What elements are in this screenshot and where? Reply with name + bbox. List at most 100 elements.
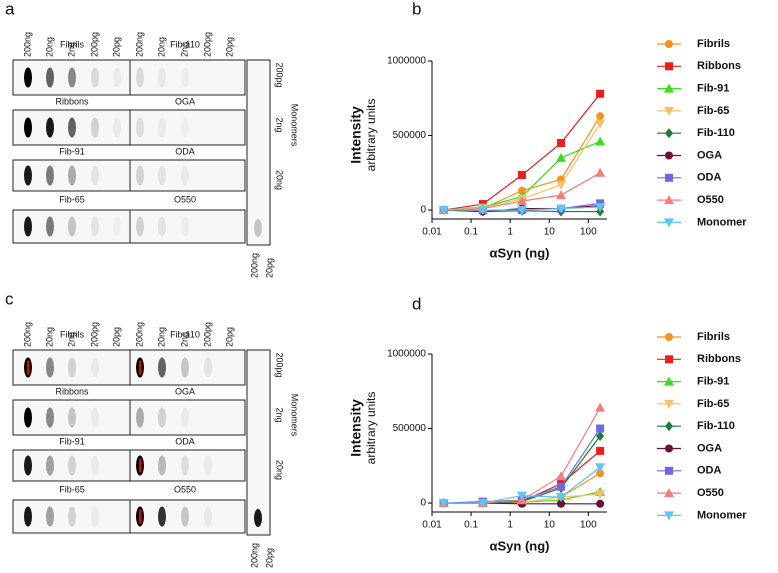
lane-label: 20ng: [156, 37, 166, 57]
y-axis-label: Intensity: [348, 106, 364, 164]
monomer-lane-label: 200pg: [275, 352, 285, 377]
legend-marker: [664, 376, 674, 386]
row-label: Ribbons: [55, 96, 89, 106]
blot-spot: [24, 506, 32, 527]
marker: [557, 482, 566, 491]
marker: [517, 171, 526, 180]
legend-marker: [664, 218, 674, 228]
blot-spot: [24, 455, 32, 476]
row-label: ODA: [175, 436, 195, 446]
legend-marker: [664, 488, 674, 498]
y-axis-label: Intensity: [348, 399, 364, 457]
blot-spot: [46, 117, 54, 138]
lane-label: 20ng: [156, 327, 166, 347]
blot-spot: [46, 216, 54, 237]
legend-label: Ribbons: [697, 353, 741, 365]
lane-label: 20pg: [224, 327, 234, 347]
marker: [595, 119, 606, 129]
y-tick-label: 1000000: [387, 56, 426, 67]
x-tick-label: 0.1: [464, 520, 478, 531]
monomer-label: Monomers: [290, 104, 300, 147]
y-tick-label: 0: [420, 498, 426, 509]
blot-spot: [113, 67, 121, 88]
blot-spot: [46, 67, 54, 88]
row-label: Fibrils: [60, 39, 84, 49]
legend-label: Fib-91: [697, 376, 729, 388]
lane-label: 200ng: [22, 322, 32, 347]
series-line: [443, 407, 601, 504]
row-label: Fib-91: [59, 146, 85, 156]
marker: [596, 499, 605, 508]
blot-box: [12, 499, 246, 534]
lane-label: 200ng: [134, 322, 144, 347]
legend-marker: [664, 399, 674, 409]
blot-spot: [181, 67, 189, 88]
x-tick-label: 10: [544, 520, 556, 531]
blot-spot: [68, 407, 76, 428]
lane-label: 200pg: [89, 32, 99, 57]
blot-spot: [254, 509, 262, 527]
marker: [595, 402, 606, 412]
blot-spot: [68, 506, 76, 527]
legend-marker: [665, 333, 673, 341]
marker: [556, 190, 567, 200]
blot-spot: [68, 216, 76, 237]
legend-label: OGA: [697, 442, 722, 454]
blot-spot: [181, 165, 189, 186]
marker: [595, 490, 606, 500]
blot-spot: [181, 357, 189, 378]
x-axis-label: αSyn (ng): [490, 538, 550, 553]
blot-spot: [136, 67, 144, 88]
panel-label: c: [5, 289, 14, 308]
blot-spot: [91, 506, 99, 527]
blot-spot: [136, 117, 144, 138]
row-label: Fib-65: [59, 194, 85, 204]
y-tick-label: 1000000: [387, 349, 426, 360]
marker: [517, 186, 526, 195]
blot-spot: [46, 455, 54, 476]
legend-marker: [665, 128, 673, 139]
marker: [556, 180, 567, 190]
legend-label: O550: [697, 194, 724, 206]
blot-spot: [181, 506, 189, 527]
lane-label: 20ng: [44, 37, 54, 57]
y-axis-label: arbitrary units: [364, 99, 378, 172]
lane-label: 2ng: [66, 332, 76, 347]
blot-spot: [68, 165, 76, 186]
blot-box: [12, 209, 246, 244]
blot-spot: [158, 67, 166, 88]
row-label: Fib-110: [170, 329, 200, 339]
legend-label: Fib-65: [697, 398, 729, 410]
row-label: Fibrils: [60, 329, 84, 339]
blot-spot: [204, 455, 212, 476]
blot-spot: [158, 165, 166, 186]
blot-spot: [24, 165, 32, 186]
lane-label: 20ng: [44, 327, 54, 347]
x-tick-label: 10: [544, 227, 556, 238]
blot-spot: [91, 216, 99, 237]
blot-spot: [158, 407, 166, 428]
marker: [596, 446, 605, 455]
marker: [438, 206, 449, 216]
marker: [557, 138, 566, 147]
monomer-lane-label: 2ng: [275, 117, 285, 132]
x-tick-label: 0.01: [422, 520, 442, 531]
blot-spot: [46, 506, 54, 527]
blot-spot: [181, 118, 189, 138]
legend-label: O550: [697, 487, 724, 499]
blot-spot: [204, 506, 212, 527]
blot-spot: [181, 455, 189, 476]
row-label: O550: [174, 194, 196, 204]
blot-spot: [158, 506, 166, 527]
legend-marker: [664, 511, 674, 521]
legend-label: Fibrils: [697, 38, 730, 50]
lane-label: 20pg: [224, 37, 234, 57]
legend-label: Fib-110: [697, 420, 735, 432]
y-tick-label: 500000: [393, 130, 427, 141]
monomer-lane-label: 20ng: [275, 460, 285, 480]
legend-label: Fib-110: [697, 127, 735, 139]
row-label: OGA: [175, 96, 195, 106]
legend-marker: [665, 151, 673, 160]
legend-label: Ribbons: [697, 60, 741, 72]
legend-label: ODA: [697, 172, 722, 184]
